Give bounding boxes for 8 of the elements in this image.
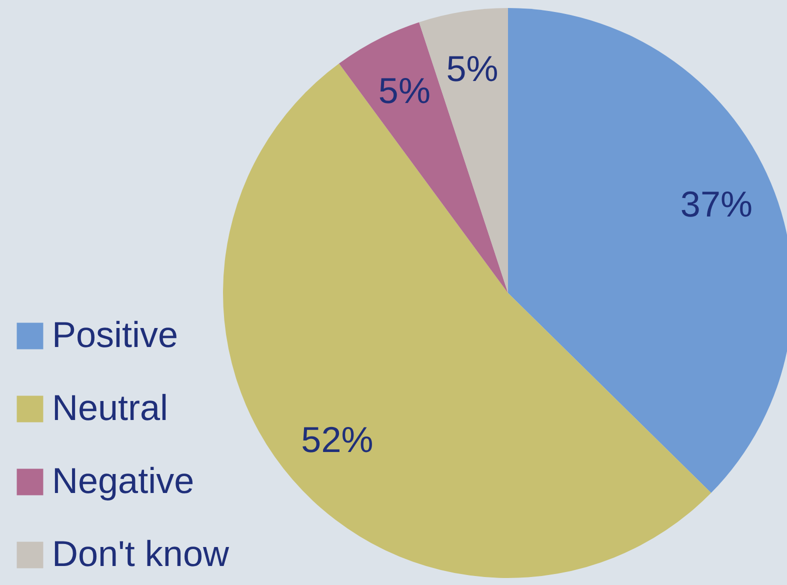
legend-label: Negative [52, 460, 194, 501]
data-label: 37% [680, 184, 752, 225]
data-label: 52% [301, 419, 374, 460]
data-label: 5% [378, 70, 430, 112]
data-label: 5% [446, 48, 498, 89]
legend-label: Don't know [52, 533, 230, 574]
legend-label: Neutral [52, 387, 168, 428]
legend-label: Positive [52, 314, 178, 355]
